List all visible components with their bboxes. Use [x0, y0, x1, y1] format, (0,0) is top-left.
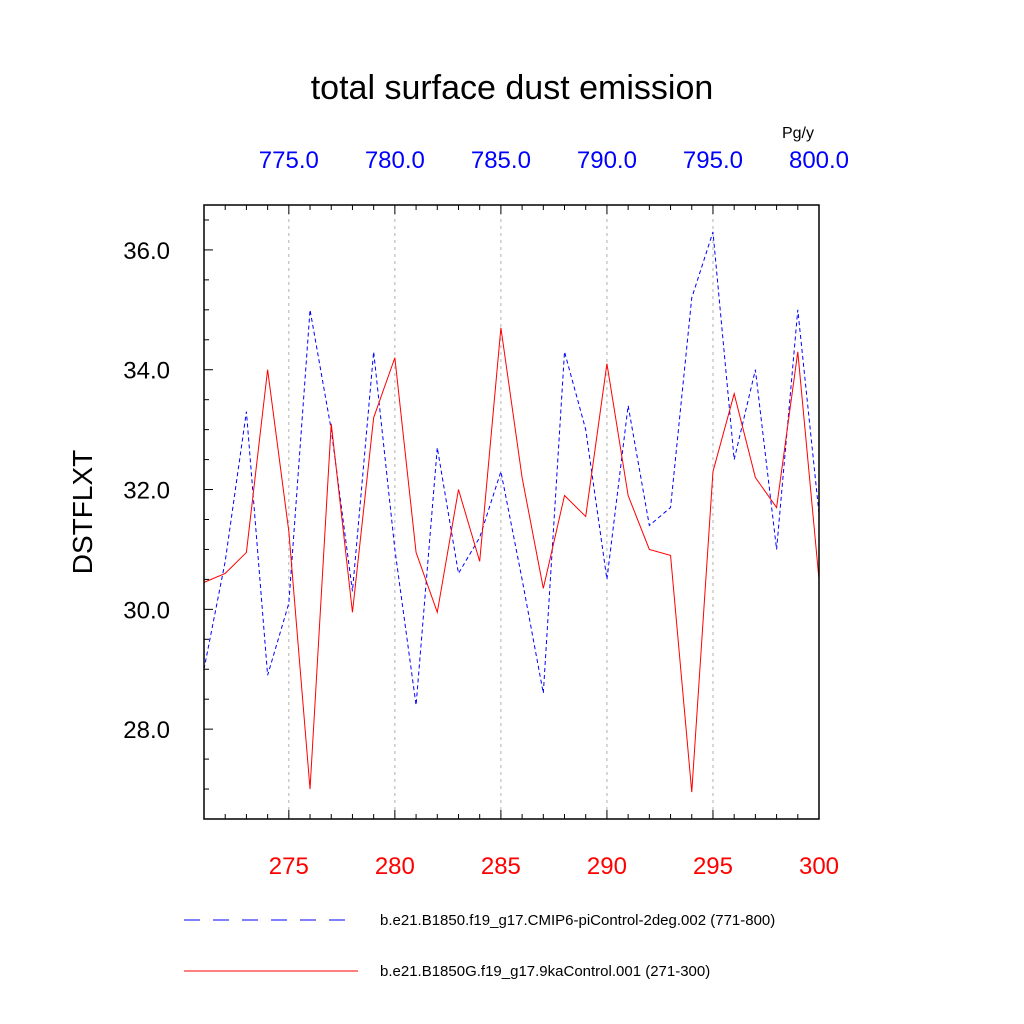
- bottom-tick-label-280: 280: [375, 853, 415, 880]
- top-tick-label-780: 780.0: [365, 147, 425, 174]
- series-line-1: [203, 327, 820, 793]
- left-tick-label-32: 32.0: [123, 478, 170, 505]
- bottom-tick-label-290: 290: [587, 853, 627, 880]
- left-axis-tick-labels: 28.0 30.0 32.0 34.0 36.0: [123, 238, 170, 744]
- gridlines: [288, 205, 820, 819]
- legend: b.e21.B1850.f19_g17.CMIP6-piControl-2deg…: [184, 912, 775, 980]
- series-line-0: [203, 231, 820, 706]
- plot-frame: [203, 204, 820, 820]
- bottom-tick-label-300: 300: [799, 853, 839, 880]
- series-lines: [203, 231, 820, 793]
- bottom-tick-label-295: 295: [693, 853, 733, 880]
- series-0: [203, 231, 820, 706]
- bottom-axis-tick-labels: 275 280 285 290 295 300: [269, 853, 839, 880]
- series-1: [203, 327, 820, 793]
- left-tick-label-34: 34.0: [123, 358, 170, 385]
- top-tick-label-795: 795.0: [683, 147, 743, 174]
- chart-title: total surface dust emission: [311, 69, 714, 107]
- top-tick-label-785: 785.0: [471, 147, 531, 174]
- y-axis-label: DSTFLXT: [67, 450, 98, 574]
- plot-border: [203, 204, 820, 820]
- bottom-tick-label-285: 285: [481, 853, 521, 880]
- axis-ticks: [203, 205, 820, 819]
- units-label: Pg/y: [782, 125, 814, 142]
- top-tick-label-800: 800.0: [789, 147, 849, 174]
- bottom-tick-label-275: 275: [269, 853, 309, 880]
- left-tick-label-30: 30.0: [123, 597, 170, 624]
- top-axis-tick-labels: 775.0 780.0 785.0 790.0 795.0 800.0: [259, 147, 849, 174]
- left-tick-label-28: 28.0: [123, 717, 170, 744]
- legend-label-piControl: b.e21.B1850.f19_g17.CMIP6-piControl-2deg…: [380, 912, 775, 929]
- legend-label-9kaControl: b.e21.B1850G.f19_g17.9kaControl.001 (271…: [380, 963, 710, 980]
- top-tick-label-790: 790.0: [577, 147, 637, 174]
- left-tick-label-36: 36.0: [123, 238, 170, 265]
- top-tick-label-775: 775.0: [259, 147, 319, 174]
